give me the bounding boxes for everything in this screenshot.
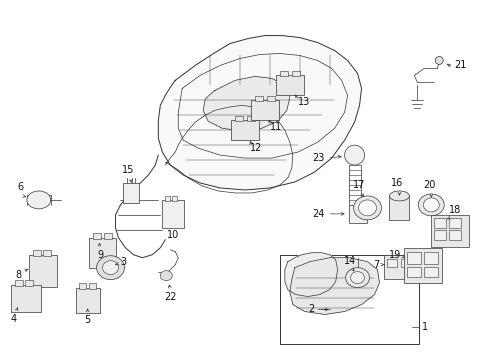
- Polygon shape: [158, 36, 362, 190]
- Bar: [449, 218, 461, 228]
- Text: 17: 17: [353, 180, 366, 190]
- Bar: [75, 288, 99, 314]
- Text: 13: 13: [298, 97, 310, 107]
- Text: 2: 2: [309, 305, 315, 315]
- Bar: [276, 75, 304, 95]
- Bar: [388, 259, 397, 267]
- Bar: [15, 280, 23, 285]
- Ellipse shape: [418, 194, 444, 216]
- Ellipse shape: [390, 191, 409, 201]
- Text: 6: 6: [18, 182, 24, 192]
- Ellipse shape: [160, 271, 172, 280]
- Text: 5: 5: [84, 315, 91, 325]
- Text: 21: 21: [454, 60, 466, 71]
- Bar: [404, 248, 442, 283]
- Text: 19: 19: [389, 250, 401, 260]
- Polygon shape: [203, 76, 290, 131]
- Bar: [434, 230, 446, 240]
- Bar: [390, 196, 409, 220]
- Text: 10: 10: [167, 230, 179, 240]
- Bar: [424, 252, 438, 264]
- Ellipse shape: [27, 191, 51, 209]
- Ellipse shape: [344, 145, 365, 165]
- Text: 3: 3: [121, 257, 126, 267]
- Bar: [407, 252, 421, 264]
- Bar: [89, 283, 96, 289]
- Bar: [93, 233, 100, 239]
- Bar: [348, 205, 367, 223]
- Bar: [103, 233, 112, 239]
- Bar: [255, 96, 263, 101]
- Bar: [172, 196, 177, 201]
- Text: 9: 9: [98, 250, 104, 260]
- Bar: [78, 283, 86, 289]
- Text: 18: 18: [449, 205, 462, 215]
- Text: 23: 23: [312, 153, 325, 163]
- Ellipse shape: [435, 57, 443, 64]
- Text: 4: 4: [11, 315, 17, 324]
- Bar: [431, 215, 469, 247]
- Ellipse shape: [102, 261, 119, 275]
- Text: 12: 12: [250, 143, 262, 153]
- Text: 1: 1: [422, 323, 428, 332]
- Bar: [280, 255, 419, 345]
- Ellipse shape: [345, 268, 369, 288]
- Bar: [235, 116, 243, 121]
- Bar: [25, 280, 33, 285]
- Text: 14: 14: [343, 256, 356, 266]
- Polygon shape: [285, 253, 338, 297]
- Bar: [407, 267, 421, 276]
- Bar: [89, 238, 117, 268]
- Bar: [449, 230, 461, 240]
- Ellipse shape: [359, 200, 376, 216]
- Bar: [29, 255, 57, 287]
- Ellipse shape: [423, 198, 439, 212]
- Bar: [280, 71, 288, 76]
- Bar: [267, 96, 275, 101]
- Bar: [43, 250, 51, 256]
- Bar: [292, 71, 300, 76]
- Text: 22: 22: [164, 292, 176, 302]
- Text: 20: 20: [423, 180, 436, 190]
- Bar: [11, 285, 41, 312]
- Bar: [424, 267, 438, 276]
- Ellipse shape: [350, 272, 365, 284]
- Text: 16: 16: [392, 178, 404, 188]
- Bar: [401, 259, 412, 267]
- Bar: [231, 120, 259, 140]
- Text: 11: 11: [270, 122, 282, 132]
- Bar: [165, 196, 171, 201]
- Text: 8: 8: [16, 270, 22, 280]
- Bar: [162, 200, 184, 228]
- Ellipse shape: [354, 196, 382, 220]
- Bar: [434, 218, 446, 228]
- Bar: [385, 255, 415, 279]
- Ellipse shape: [97, 256, 124, 280]
- Bar: [251, 100, 279, 120]
- Text: 24: 24: [312, 209, 325, 219]
- Text: 7: 7: [373, 260, 379, 270]
- Bar: [33, 250, 41, 256]
- Bar: [123, 183, 140, 203]
- Bar: [247, 116, 255, 121]
- Polygon shape: [290, 258, 379, 315]
- Text: 15: 15: [122, 165, 135, 175]
